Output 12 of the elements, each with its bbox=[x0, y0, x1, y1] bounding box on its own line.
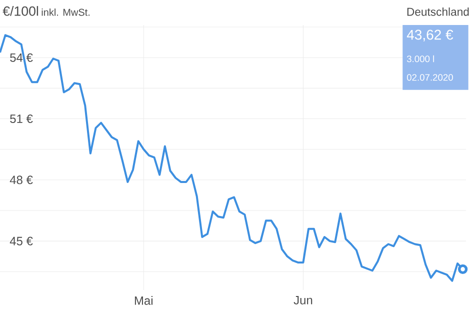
chart-subtitle: inkl. MwSt. bbox=[42, 8, 90, 16]
chart-title: €/100l bbox=[2, 6, 38, 16]
x-tick-label: Jun bbox=[294, 296, 312, 304]
annotation: 43,62 € bbox=[406, 30, 454, 42]
annotation: 02.07.2020 bbox=[406, 74, 453, 81]
x-tick-label: Mai bbox=[134, 296, 152, 305]
y-tick-label: 45 € bbox=[10, 236, 33, 246]
y-tick-label: 51 € bbox=[10, 114, 33, 124]
annotation: 3.000 l bbox=[406, 55, 434, 62]
y-tick-label: 54 € bbox=[10, 53, 33, 62]
y-tick-label: 48 € bbox=[10, 176, 33, 184]
text: Deutschland bbox=[407, 8, 469, 16]
